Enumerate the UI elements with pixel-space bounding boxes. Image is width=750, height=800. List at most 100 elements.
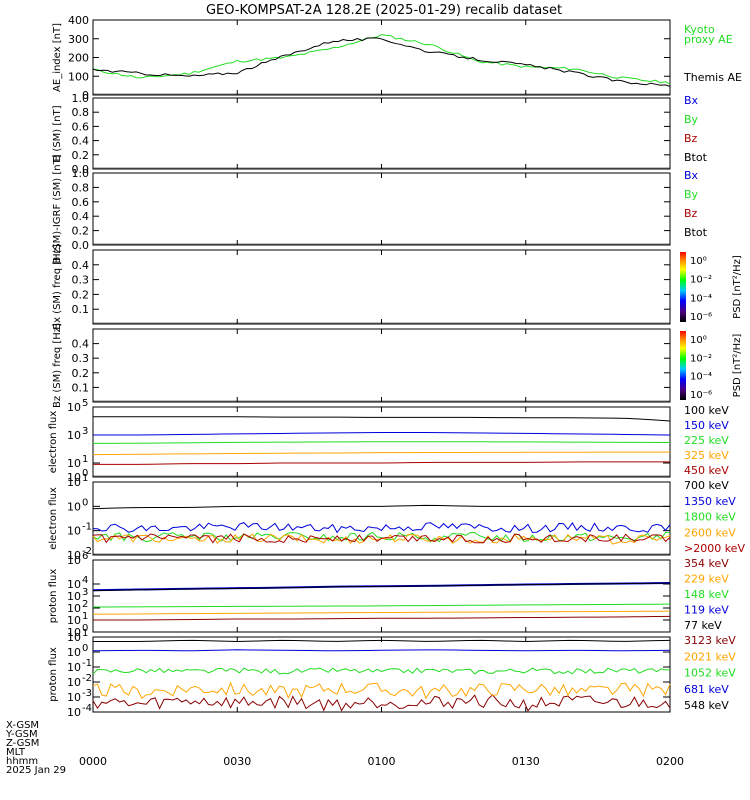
footer-label: Z-GSM — [6, 738, 39, 749]
time-label: 0100 — [368, 755, 396, 768]
colorbar-tick-label: 10⁰ — [690, 256, 707, 267]
series-line — [92, 694, 671, 712]
legend-entry: By — [684, 188, 699, 201]
colorbar — [680, 331, 686, 400]
time-label: 0130 — [512, 755, 540, 768]
legend-entry: 1350 keV — [684, 495, 736, 508]
footer-label: X-GSM — [6, 720, 39, 731]
series-line — [93, 416, 671, 422]
y-tick-label: 10 — [67, 578, 81, 591]
y-tick-exponent: 0 — [82, 623, 88, 634]
series-line — [92, 33, 671, 85]
series-line — [92, 441, 671, 444]
y-tick-label: 10 — [67, 706, 81, 719]
series-line — [92, 533, 671, 544]
legend-entry: proxy AE — [684, 33, 733, 46]
colorbar-label: PSD [nT²/Hz] — [732, 255, 743, 319]
legend-entry: 354 keV — [684, 557, 729, 570]
y-tick-label: 10 — [67, 401, 81, 414]
y-tick-label: 0.6 — [72, 120, 90, 133]
time-label: 0000 — [79, 755, 107, 768]
y-tick-label: 0.4 — [72, 135, 90, 148]
footer-label: Y-GSM — [5, 729, 38, 740]
footer-label: hhmm — [6, 756, 38, 767]
colorbar-tick-label: 10⁻⁶ — [690, 390, 712, 401]
legend-entry: 1800 keV — [684, 511, 736, 524]
y-axis-label: Bz (SM) freq [Hz] — [52, 323, 63, 408]
y-tick-label: 10 — [67, 626, 81, 639]
panel-frame — [92, 481, 671, 556]
y-tick-exponent: -1 — [82, 522, 92, 533]
legend-entry: 77 keV — [684, 619, 722, 632]
legend-entry: 681 keV — [684, 683, 729, 696]
series-line — [92, 451, 670, 456]
y-tick-label: 10 — [67, 476, 81, 489]
y-tick-exponent: -2 — [82, 546, 92, 557]
series-line — [93, 615, 671, 621]
colorbar-tick-label: 10⁻² — [690, 275, 712, 286]
y-tick-label: 10 — [67, 429, 81, 442]
legend-entry: 325 keV — [684, 449, 729, 462]
y-tick-label: 0.8 — [72, 106, 90, 119]
y-tick-exponent: 0 — [82, 497, 88, 508]
y-tick-label: 0.0 — [72, 239, 90, 252]
colorbar-tick-label: 10⁻⁶ — [690, 312, 712, 323]
y-tick-exponent: -1 — [82, 658, 92, 669]
panel-frame — [92, 97, 671, 170]
y-tick-label: 0 — [82, 89, 89, 102]
legend-entry: 450 keV — [684, 464, 729, 477]
series-line — [93, 461, 670, 465]
y-tick-label: 10 — [67, 646, 81, 659]
legend-entry: >2000 keV — [684, 542, 745, 555]
legend-entry: Btot — [684, 151, 708, 164]
y-tick-exponent: 6 — [82, 551, 88, 562]
y-tick-exponent: 0 — [82, 643, 88, 654]
y-tick-label: 300 — [68, 33, 89, 46]
y-tick-label: 10 — [67, 457, 81, 470]
legend-entry: Btot — [684, 226, 708, 239]
y-tick-exponent: -3 — [82, 688, 92, 699]
y-tick-exponent: 1 — [82, 454, 88, 465]
panel-2: B (SM)-IGRF (SM) [nT] 1.00.80.60.40.20.0B… — [52, 154, 708, 263]
y-tick-label: 10 — [67, 676, 81, 689]
panel-frame — [92, 172, 671, 246]
series-line — [92, 504, 670, 510]
y-tick-label: 1.0 — [72, 92, 90, 105]
panel-1: B (SM) [nT] 1.00.80.6 0.40.20.0 Bx By Bz Btot — [52, 92, 708, 176]
legend-entry: 548 keV — [684, 699, 729, 712]
legend-entry: 229 keV — [684, 573, 729, 586]
y-tick-label: 0.4 — [72, 338, 90, 351]
y-axis-label: electron flux — [48, 487, 59, 550]
y-tick-exponent: 1 — [82, 473, 88, 484]
y-axis-label: proton flux — [48, 569, 59, 624]
panel-4: Bz (SM) freq [Hz] 0.40.3 0.20.1 10⁰ 10⁻² 10⁻⁴… — [52, 323, 743, 408]
panel-frame — [92, 559, 671, 633]
series-line — [92, 667, 671, 675]
y-axis-label: Bx (SM) freq [Hz] — [52, 244, 63, 330]
y-tick-label: 0.3 — [72, 352, 90, 365]
y-tick-label: 0.2 — [72, 225, 90, 238]
series-line — [93, 639, 671, 643]
colorbar-tick-label: 10⁻⁴ — [690, 293, 712, 304]
y-tick-label: 10 — [67, 471, 81, 484]
legend-entry: 1052 keV — [684, 667, 736, 680]
panel-frame — [92, 328, 671, 403]
series-line — [92, 582, 671, 592]
y-tick-label: 10 — [67, 602, 81, 615]
series-line — [92, 649, 671, 652]
time-label: 0200 — [656, 755, 684, 768]
y-tick-label: 10 — [67, 500, 81, 513]
y-tick-label: 0.3 — [72, 274, 90, 287]
y-axis-label: B (SM)-IGRF (SM) [nT] — [52, 154, 63, 263]
legend-entry: 119 keV — [684, 604, 729, 617]
series-line — [92, 522, 671, 534]
colorbar-tick-label: 10⁻⁴ — [690, 372, 712, 383]
y-tick-label: 10 — [67, 631, 81, 644]
y-tick-exponent: -4 — [82, 703, 92, 714]
